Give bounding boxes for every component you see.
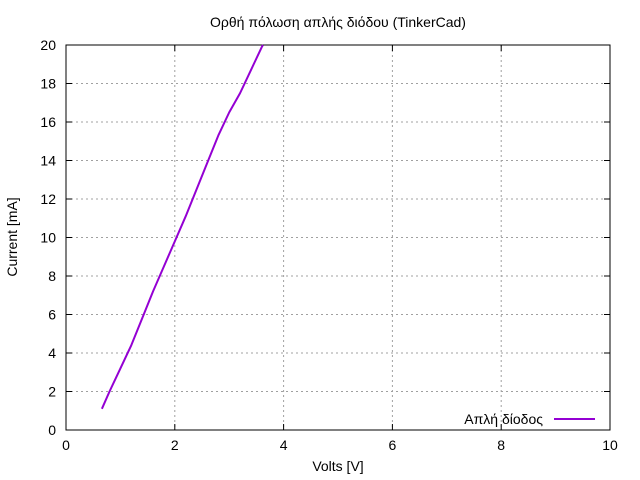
x-tick-labels: 0 2 4 6 8 10 bbox=[62, 437, 618, 453]
y-tick-label: 6 bbox=[48, 307, 56, 323]
x-tick-label: 8 bbox=[497, 437, 505, 453]
x-tick-label: 4 bbox=[280, 437, 288, 453]
legend-label: Απλή δίοδος bbox=[464, 411, 543, 427]
grid-lines bbox=[66, 45, 610, 430]
y-tick-label: 4 bbox=[48, 345, 56, 361]
y-tick-label: 18 bbox=[40, 76, 56, 92]
x-tick-label: 6 bbox=[389, 437, 397, 453]
y-axis-label: Current [mA] bbox=[4, 197, 20, 276]
y-tick-label: 2 bbox=[48, 384, 56, 400]
x-tick-label: 0 bbox=[62, 437, 70, 453]
y-tick-label: 0 bbox=[48, 422, 56, 438]
x-axis-label: Volts [V] bbox=[312, 458, 363, 474]
x-tick-label: 10 bbox=[602, 437, 618, 453]
series-group bbox=[100, 44, 264, 410]
chart-title: Ορθή πόλωση απλής διόδου (TinkerCad) bbox=[210, 14, 466, 30]
y-tick-label: 12 bbox=[40, 191, 56, 207]
tick-marks bbox=[65, 44, 611, 431]
series-line bbox=[100, 44, 264, 410]
y-tick-label: 14 bbox=[40, 153, 56, 169]
y-tick-label: 20 bbox=[40, 37, 56, 53]
y-tick-label: 10 bbox=[40, 230, 56, 246]
x-tick-label: 2 bbox=[171, 437, 179, 453]
legend: Απλή δίοδος bbox=[464, 411, 595, 427]
y-tick-label: 8 bbox=[48, 268, 56, 284]
y-tick-labels: 0 2 4 6 8 10 12 14 16 18 20 bbox=[40, 37, 56, 438]
y-tick-label: 16 bbox=[40, 114, 56, 130]
